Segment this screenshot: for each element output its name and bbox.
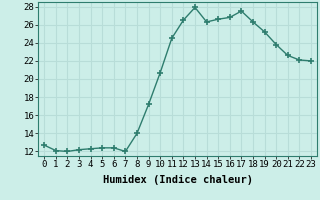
X-axis label: Humidex (Indice chaleur): Humidex (Indice chaleur) [103,175,252,185]
